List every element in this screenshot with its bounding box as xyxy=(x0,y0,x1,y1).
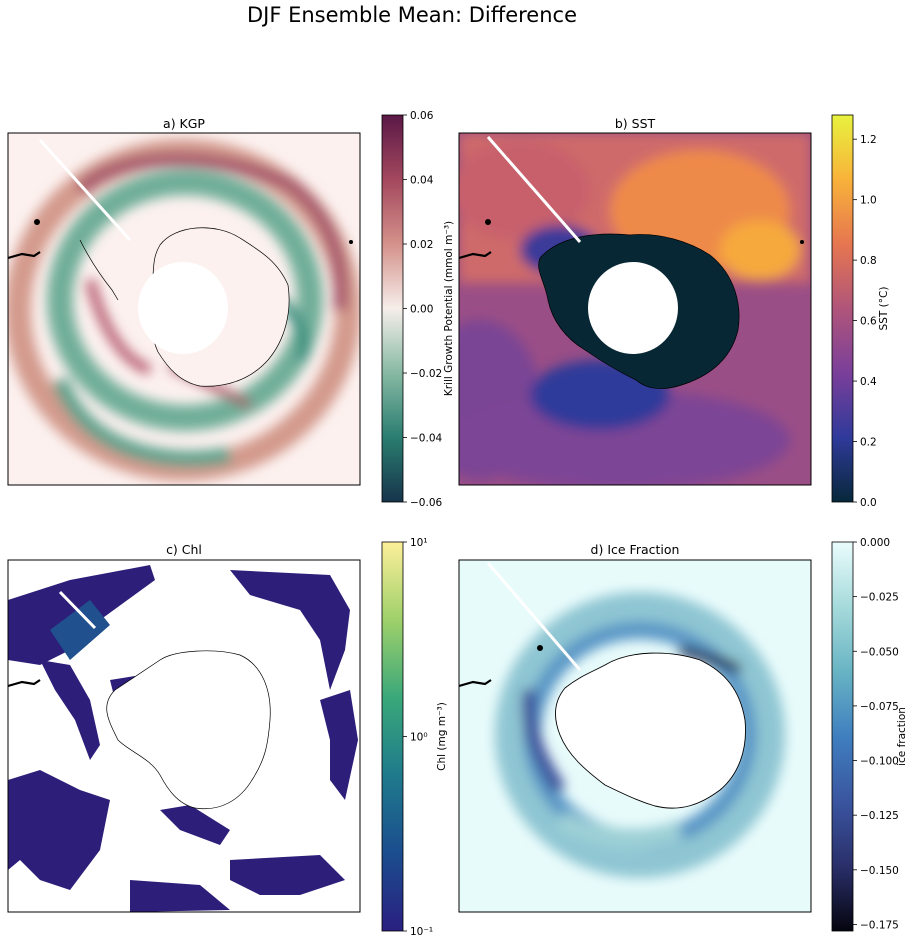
colorbar-tick-label: 0.6 xyxy=(860,316,877,328)
colorbar-tick-label: 0.02 xyxy=(410,239,433,251)
panel-b-frame xyxy=(458,132,812,486)
figure-title: DJF Ensemble Mean: Difference xyxy=(246,3,577,27)
colorbar-tick-label: −0.125 xyxy=(860,810,899,822)
panel-a-title: a) KGP xyxy=(163,116,205,131)
colorbar-tick-label: −0.025 xyxy=(860,592,899,604)
colorbar-tick-label: 1.0 xyxy=(860,195,877,207)
colorbar-tick-label: −0.06 xyxy=(410,497,442,509)
colorbar-label: Krill Growth Potential (mmol m⁻³) xyxy=(443,221,455,396)
colorbar-ramp xyxy=(381,114,404,503)
colorbar-tick-label: 10⁻¹ xyxy=(410,926,433,938)
panel-c-frame xyxy=(7,559,361,913)
colorbar-sst: 1.2 1.0 0.8 0.6 0.4 0.2 0.0 SST (°C) xyxy=(831,114,890,509)
colorbar-tick-label: −0.100 xyxy=(860,756,899,768)
colorbar-tick-label: 0.06 xyxy=(410,110,434,122)
colorbar-tick-label: 0.8 xyxy=(860,255,877,267)
colorbar-tick-label: 10⁰ xyxy=(410,732,428,744)
colorbar-kgp: 0.06 0.04 0.02 0.00 −0.02 −0.04 −0.06 Krill Gro… xyxy=(381,110,455,509)
colorbar-tick-label: 0.0 xyxy=(860,497,877,509)
colorbar-tick-label: 0.000 xyxy=(860,537,890,549)
panel-d-title: d) Ice Fraction xyxy=(590,542,680,557)
panel-d-frame xyxy=(458,559,812,913)
colorbar-tick-label: −0.150 xyxy=(860,865,899,877)
colorbar-label: ice fraction xyxy=(896,707,908,766)
colorbar-tick-label: 0.00 xyxy=(410,304,433,316)
colorbar-chl: 10¹ 10⁰ 10⁻¹ Chl (mg m⁻³) xyxy=(381,537,448,938)
colorbar-tick-label: 1.2 xyxy=(860,134,877,146)
colorbar-tick-label: −0.04 xyxy=(410,433,442,445)
colorbar-ramp xyxy=(831,541,854,932)
colorbar-tick-label: −0.175 xyxy=(860,919,899,931)
colorbar-tick-label: −0.075 xyxy=(860,701,899,713)
colorbar-ramp xyxy=(381,541,404,932)
colorbar-tick-label: 0.04 xyxy=(410,175,434,187)
colorbar-tick-label: 0.4 xyxy=(860,376,877,388)
panel-d-map xyxy=(459,560,811,912)
panel-c-map xyxy=(8,560,360,912)
colorbar-tick-label: −0.050 xyxy=(860,646,899,658)
colorbar-label: SST (°C) xyxy=(878,287,890,331)
colorbar-ice: 0.000 −0.025 −0.050 −0.075 −0.100 −0.125 −0.15… xyxy=(831,537,908,932)
colorbar-label: Chl (mg m⁻³) xyxy=(436,702,448,771)
panel-a-map xyxy=(8,133,360,485)
panel-b-map xyxy=(459,133,811,485)
panel-b-title: b) SST xyxy=(614,116,656,131)
panel-a-frame xyxy=(7,132,361,486)
colorbar-tick-label: −0.02 xyxy=(410,368,442,380)
colorbar-tick-label: 0.2 xyxy=(860,437,877,449)
colorbar-tick-label: 10¹ xyxy=(410,537,428,549)
panel-c-title: c) Chl xyxy=(166,542,202,557)
colorbar-ramp xyxy=(831,114,854,503)
